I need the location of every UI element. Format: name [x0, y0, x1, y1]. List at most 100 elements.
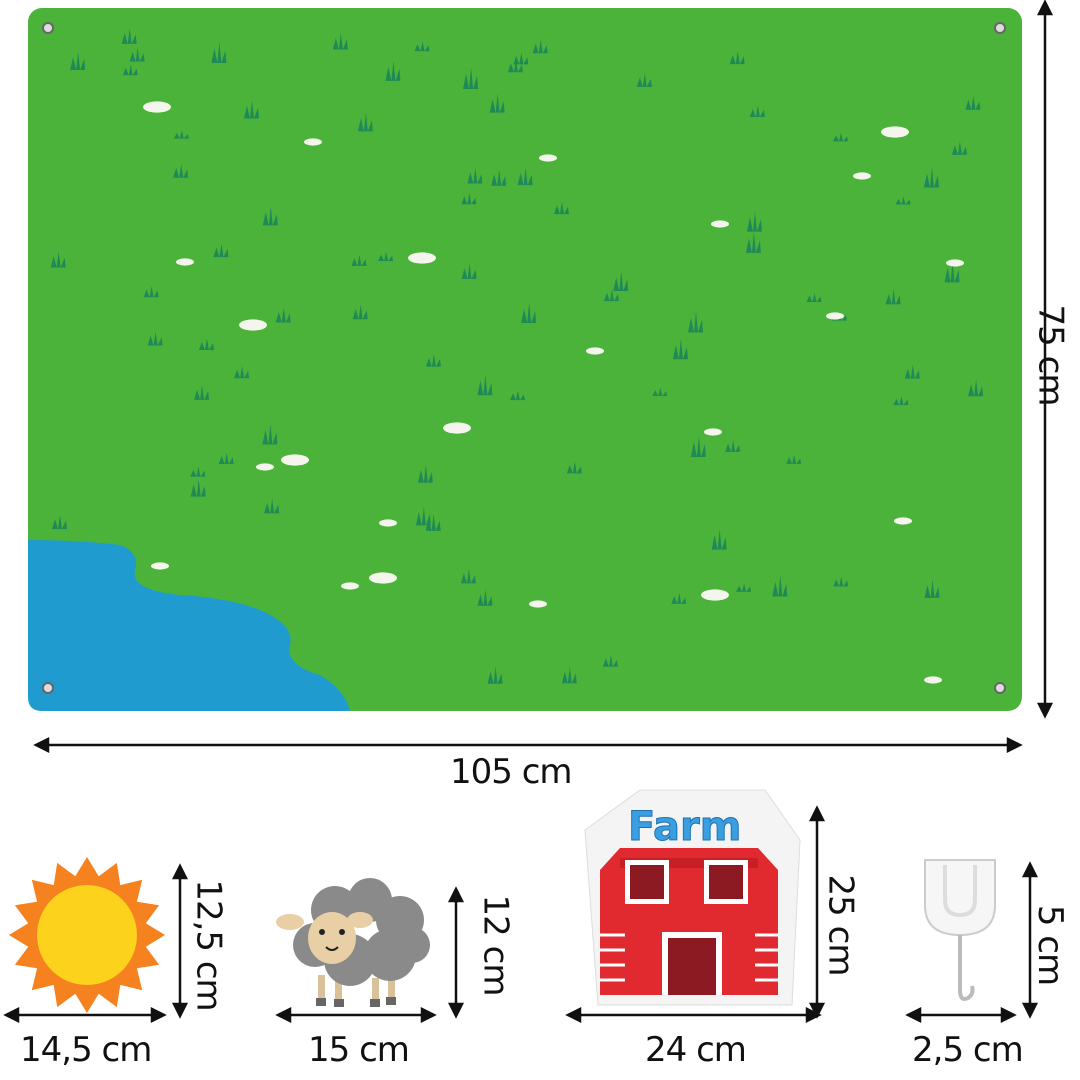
grass-tuft: [385, 60, 401, 81]
flower-spot: [826, 312, 844, 320]
grass-tuft: [262, 206, 278, 226]
grass-tuft: [509, 390, 525, 401]
grass-tuft: [671, 592, 687, 604]
flower-spot: [539, 154, 557, 162]
flower-spot: [379, 519, 397, 527]
mat-width-label: 105 cm: [450, 752, 573, 792]
hook-width-label: 2,5 cm: [912, 1030, 1024, 1070]
grass-tuft: [194, 385, 210, 400]
grass-tuft: [477, 374, 493, 396]
grass-tuft: [491, 169, 507, 186]
grass-tuft: [951, 140, 967, 155]
barn-width-label: 24 cm: [645, 1030, 747, 1070]
flower-spot: [881, 126, 909, 138]
grass-tuft: [243, 100, 259, 119]
grass-tuft: [885, 289, 901, 305]
flower-spot: [256, 463, 274, 471]
grass-tuft: [378, 251, 394, 262]
grass-tuft: [173, 130, 189, 139]
grass-tuft: [833, 576, 849, 587]
grass-tuft: [213, 243, 229, 258]
grass-tuft: [417, 464, 433, 483]
grass-tuft: [198, 338, 214, 350]
grass-tuft: [460, 569, 476, 584]
grass-tuft: [143, 286, 159, 298]
grass-tuft: [211, 41, 227, 64]
flower-spot: [341, 582, 359, 590]
grass-tuft: [895, 196, 911, 205]
grass-tuft: [461, 263, 477, 279]
barn-piece: Farm: [584, 789, 801, 1006]
flower-spot: [143, 101, 171, 113]
grommet-icon: [42, 682, 54, 694]
grass-tuft: [121, 28, 137, 44]
sun-piece: [9, 857, 165, 1013]
sheep-height-label: 12 cm: [475, 894, 516, 996]
flower-spot: [408, 252, 436, 264]
grass-tuft: [806, 292, 822, 302]
grommet-icon: [994, 682, 1006, 694]
grass-tuft: [521, 302, 537, 324]
grass-tuft: [352, 304, 368, 320]
grass-tuft: [513, 52, 529, 65]
grass-tuft: [729, 50, 745, 65]
sun-width-label: 14,5 cm: [20, 1030, 152, 1070]
pond: [28, 540, 350, 711]
grass-tuft: [190, 466, 206, 477]
white-flowers: [143, 101, 964, 684]
grommets: [42, 22, 1006, 694]
flower-spot: [711, 220, 729, 228]
grass-tuft: [636, 73, 652, 87]
grass-tuft: [965, 95, 981, 110]
dimension-arrows: [3, 0, 1054, 1024]
flower-spot: [529, 600, 547, 608]
flower-spot: [586, 347, 604, 355]
hook-height-label: 5 cm: [1030, 904, 1071, 986]
grass-tuft: [463, 67, 479, 90]
barn-height-label: 25 cm: [820, 874, 861, 976]
grass-tuft: [50, 251, 66, 268]
grass-tuft: [487, 666, 503, 684]
flower-spot: [369, 572, 397, 584]
grass-tuft: [477, 589, 493, 606]
grass-tuft: [923, 167, 939, 188]
grass-tuft: [613, 271, 629, 291]
grass-tuft: [357, 112, 373, 132]
grass-tuft: [129, 47, 145, 62]
grass-tuft: [218, 452, 234, 464]
grass-tuft: [603, 289, 619, 302]
flower-spot: [924, 676, 942, 684]
mat-height-label: 75 cm: [1030, 304, 1071, 406]
grass-tuft: [725, 440, 741, 452]
grass-tuft: [122, 64, 138, 76]
grass-tuft: [566, 461, 582, 474]
grass-tuft: [711, 528, 727, 550]
grass-tuft: [968, 379, 984, 397]
flower-spot: [304, 138, 322, 146]
grass-tuft: [52, 514, 68, 530]
grass-tuft: [532, 39, 548, 54]
sun-disc: [37, 885, 137, 985]
grass-tuft: [553, 201, 569, 215]
grass-tuft: [561, 666, 577, 684]
grass-tuft: [786, 454, 802, 464]
flower-spot: [176, 258, 194, 266]
grass-tuft: [351, 254, 367, 266]
sun-height-label: 12,5 cm: [188, 879, 229, 1011]
grass-tuft: [234, 365, 250, 379]
grass-tuft: [924, 579, 940, 598]
grass-tuft: [893, 395, 909, 406]
flower-spot: [443, 422, 471, 434]
grass-tuft: [517, 167, 533, 186]
grass-tuft: [652, 387, 668, 396]
grass-tuft: [507, 59, 523, 73]
flower-spot: [894, 517, 912, 525]
barn-sign-text: Farm: [628, 804, 741, 850]
grass-tuft: [688, 311, 704, 333]
flower-spot: [151, 562, 169, 570]
grass-tuft: [672, 338, 688, 360]
grass-tuft: [746, 210, 762, 232]
grass-tuft: [904, 364, 920, 379]
grass-tuft: [332, 33, 348, 50]
grass-tuft: [833, 132, 849, 142]
